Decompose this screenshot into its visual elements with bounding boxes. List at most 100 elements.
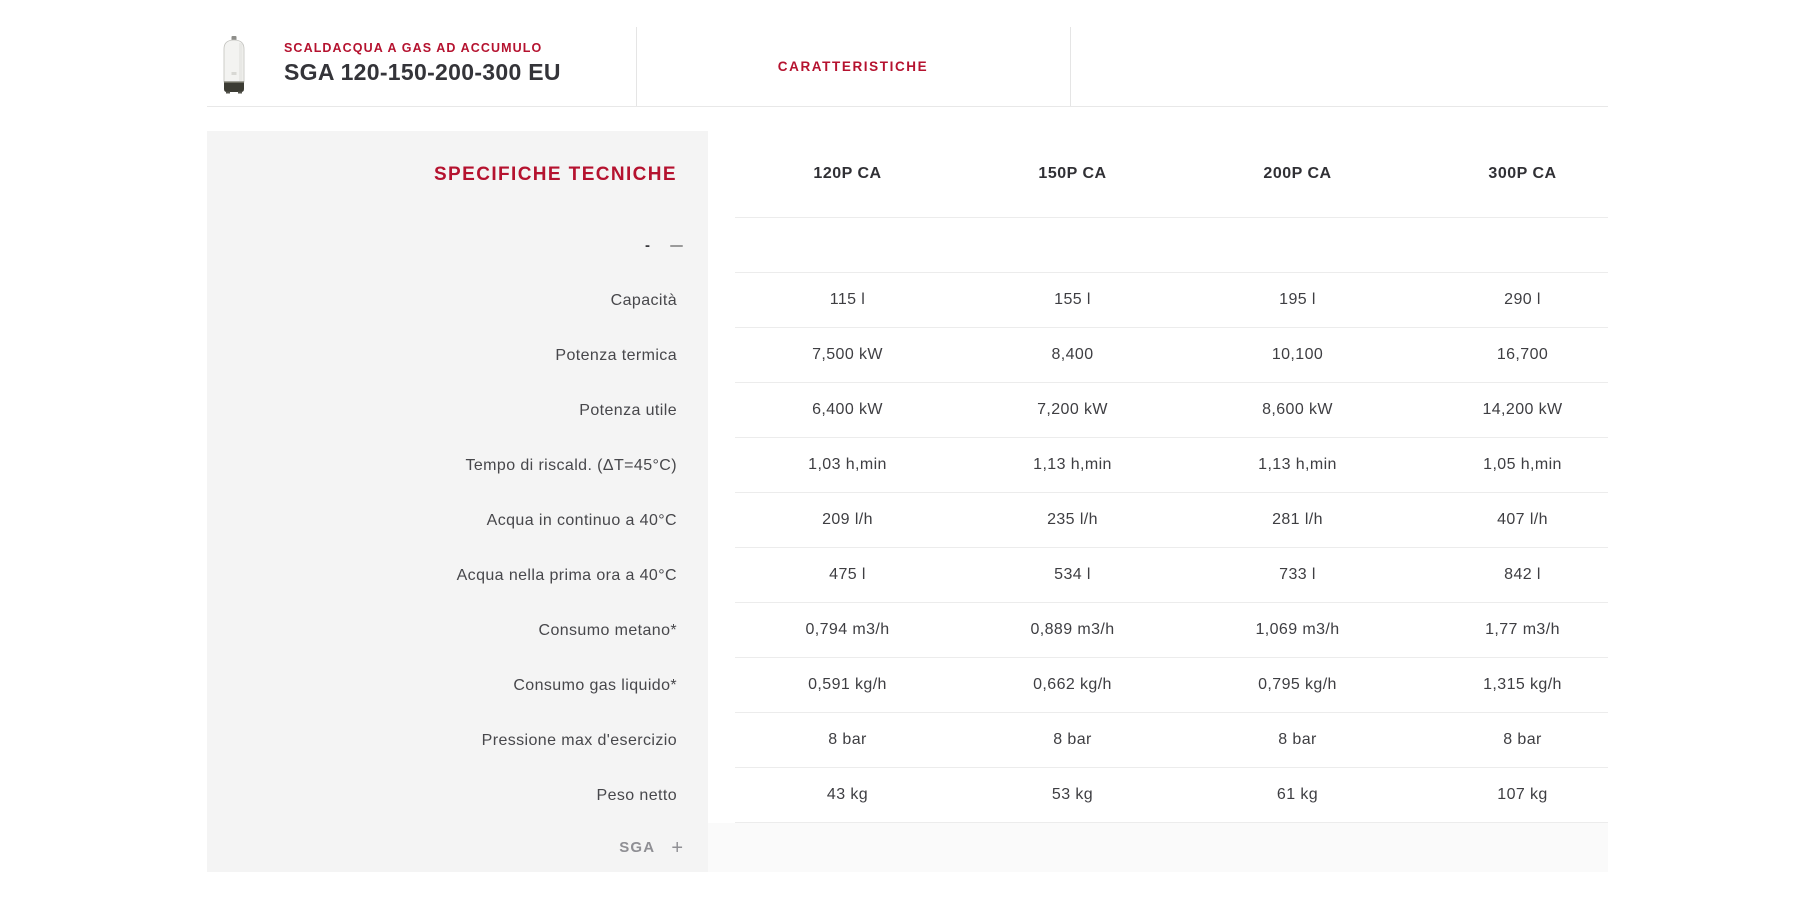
tab-caratteristiche[interactable]: CARATTERISTICHE <box>636 20 1070 106</box>
column-header: 200P CA <box>1263 165 1332 182</box>
product-summary: SCALDACQUA A GAS AD ACCUMULO SGA 120-150… <box>284 41 561 85</box>
panel-title: SPECIFICHE TECNICHE <box>433 163 677 185</box>
table-cell: 733 l <box>1279 566 1316 583</box>
spacer <box>708 768 735 823</box>
table-cell: 14,200 kW <box>1482 401 1563 418</box>
table-row: Potenza termica 7,500 kW 8,400 10,100 16,700 <box>207 328 1608 383</box>
header-divider <box>636 27 637 106</box>
row-label: Pressione max d'esercizio <box>207 713 708 768</box>
row-label: Potenza utile <box>207 383 708 438</box>
spacer <box>708 218 735 273</box>
row-label: Peso netto <box>207 768 708 823</box>
section-toggle-label: - <box>645 236 650 254</box>
table-cell: 209 l/h <box>822 511 873 528</box>
table-header-row: SPECIFICHE TECNICHE 120P CA 150P CA 200P C… <box>207 131 1608 218</box>
row-values: 209 l/h 235 l/h 281 l/h 407 l/h <box>735 493 1608 548</box>
table-cell: 842 l <box>1504 566 1541 583</box>
table-cell: 115 l <box>829 291 866 308</box>
spec-rows: Capacità 115 l 155 l 195 l 290 l Potenza term… <box>207 273 1608 823</box>
table-cell: 1,05 h,min <box>1483 456 1562 473</box>
table-row: Consumo gas liquido* 0,591 kg/h 0,662 kg/h… <box>207 658 1608 713</box>
table-cell: 0,591 kg/h <box>808 676 887 693</box>
product-category: SCALDACQUA A GAS AD ACCUMULO <box>284 41 543 55</box>
table-cell: 8 bar <box>828 731 867 748</box>
spacer <box>708 493 735 548</box>
table-row: Acqua nella prima ora a 40°C 475 l 534 l 73… <box>207 548 1608 603</box>
row-label: Capacità <box>207 273 708 328</box>
row-label: Acqua nella prima ora a 40°C <box>207 548 708 603</box>
table-cell: 61 kg <box>1276 786 1319 803</box>
table-cell: 1,13 h,min <box>1033 456 1112 473</box>
plus-icon: + <box>671 836 683 859</box>
spacer <box>708 603 735 658</box>
sga-toggle-label: SGA <box>619 839 656 856</box>
table-cell: 0,795 kg/h <box>1258 676 1337 693</box>
table-cell: 1,77 m3/h <box>1485 621 1560 638</box>
table-cell: 195 l <box>1279 291 1316 308</box>
row-values: 43 kg 53 kg 61 kg 107 kg <box>735 768 1608 823</box>
column-header: 120P CA <box>813 165 882 182</box>
table-cell: 107 kg <box>1497 786 1548 803</box>
row-values: 7,500 kW 8,400 10,100 16,700 <box>735 328 1608 383</box>
spacer <box>708 383 735 438</box>
spacer <box>708 328 735 383</box>
collapse-section-toggle[interactable]: - <box>207 218 708 273</box>
table-row: Pressione max d'esercizio 8 bar 8 bar 8 bar… <box>207 713 1608 768</box>
table-column-headers: 120P CA 150P CA 200P CA 300P CA <box>735 131 1608 218</box>
row-values: 1,03 h,min 1,13 h,min 1,13 h,min 1,05 h,min <box>735 438 1608 493</box>
specs-sidebar-header: SPECIFICHE TECNICHE <box>207 131 708 218</box>
row-values: 115 l 155 l 195 l 290 l <box>735 273 1608 328</box>
row-values: 0,794 m3/h 0,889 m3/h 1,069 m3/h 1,77 m3/h <box>735 603 1608 658</box>
table-cell: 8,600 kW <box>1262 401 1333 418</box>
sga-toggle-row: SGA + <box>207 823 1608 872</box>
table-cell: 1,069 m3/h <box>1255 621 1340 638</box>
table-cell: 10,100 <box>1271 346 1324 363</box>
expand-sga-toggle[interactable]: SGA + <box>207 823 708 872</box>
specs-table: SPECIFICHE TECNICHE 120P CA 150P CA 200P C… <box>207 131 1608 872</box>
row-label: Consumo gas liquido* <box>207 658 708 713</box>
page-header: SCALDACQUA A GAS AD ACCUMULO SGA 120-150… <box>207 20 1608 107</box>
spacer <box>708 131 735 218</box>
row-values: 0,591 kg/h 0,662 kg/h 0,795 kg/h 1,315 kg/h <box>735 658 1608 713</box>
column-header: 150P CA <box>1038 165 1107 182</box>
column-header: 300P CA <box>1488 165 1557 182</box>
tab-label: CARATTERISTICHE <box>777 58 929 74</box>
row-label: Acqua in continuo a 40°C <box>207 493 708 548</box>
table-cell: 6,400 kW <box>812 401 883 418</box>
spacer <box>708 658 735 713</box>
table-cell: 0,662 kg/h <box>1033 676 1112 693</box>
table-cell: 1,03 h,min <box>808 456 887 473</box>
spacer <box>708 548 735 603</box>
table-cell: 281 l/h <box>1272 511 1323 528</box>
sga-row-band <box>708 823 1608 872</box>
table-cell: 0,889 m3/h <box>1030 621 1115 638</box>
minus-icon <box>670 244 683 247</box>
table-cell: 8,400 <box>1051 346 1094 363</box>
row-label: Potenza termica <box>207 328 708 383</box>
table-cell: 8 bar <box>1053 731 1092 748</box>
row-values: 6,400 kW 7,200 kW 8,600 kW 14,200 kW <box>735 383 1608 438</box>
table-row: Capacità 115 l 155 l 195 l 290 l <box>207 273 1608 328</box>
table-row: Peso netto 43 kg 53 kg 61 kg 107 kg <box>207 768 1608 823</box>
table-cell: 475 l <box>829 566 866 583</box>
table-cell: 8 bar <box>1503 731 1542 748</box>
table-cell: 8 bar <box>1278 731 1317 748</box>
spacer <box>708 273 735 328</box>
table-cell: 7,200 kW <box>1037 401 1108 418</box>
empty-values-row <box>735 218 1608 273</box>
table-row: Consumo metano* 0,794 m3/h 0,889 m3/h 1,069… <box>207 603 1608 658</box>
table-cell: 534 l <box>1054 566 1091 583</box>
table-cell: 53 kg <box>1051 786 1094 803</box>
table-row: Acqua in continuo a 40°C 209 l/h 235 l/h 28… <box>207 493 1608 548</box>
row-values: 475 l 534 l 733 l 842 l <box>735 548 1608 603</box>
spacer <box>708 438 735 493</box>
water-heater-icon <box>223 36 245 94</box>
page-title: SGA 120-150-200-300 EU <box>284 59 561 85</box>
header-divider <box>1070 27 1071 106</box>
spacer <box>708 713 735 768</box>
table-cell: 43 kg <box>826 786 869 803</box>
table-cell: 1,13 h,min <box>1258 456 1337 473</box>
table-row: Potenza utile 6,400 kW 7,200 kW 8,600 kW 14,… <box>207 383 1608 438</box>
section-toggle-row: - <box>207 218 1608 273</box>
